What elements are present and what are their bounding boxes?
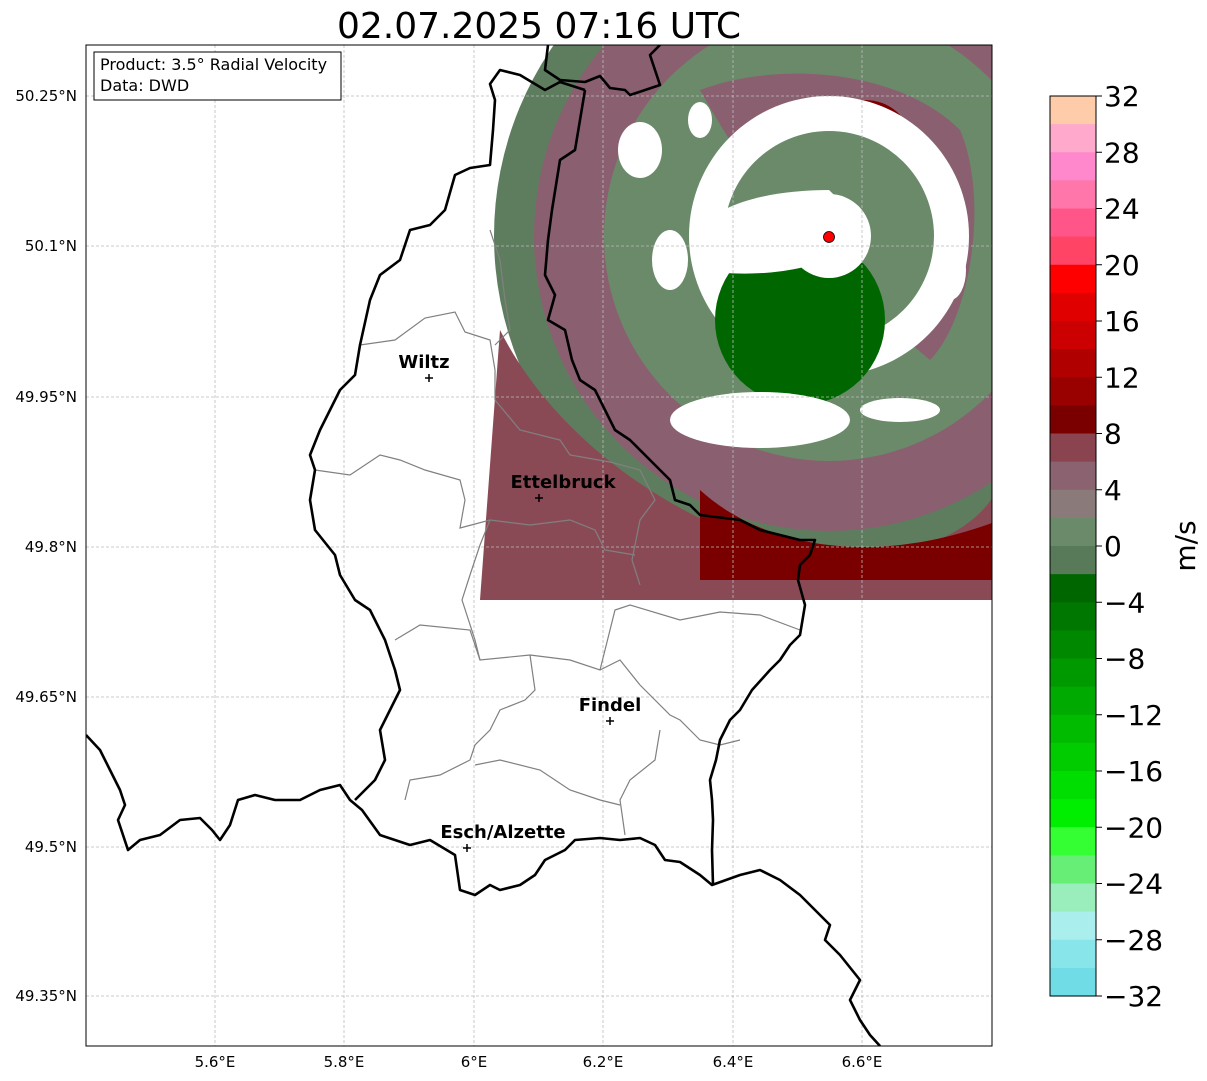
city-label-wiltz: Wiltz <box>398 352 449 373</box>
colorbar-band <box>1050 771 1096 800</box>
colorbar-tick-label: −28 <box>1104 924 1163 957</box>
city-esch-alzette: Esch/Alzette <box>440 822 566 852</box>
colorbar-band <box>1050 911 1096 941</box>
colorbar-tick-label: 32 <box>1104 80 1140 113</box>
colorbar-band <box>1050 574 1096 603</box>
colorbar-tick-label: 4 <box>1104 474 1122 507</box>
lat-tick: 49.65°N <box>15 688 77 706</box>
colorbar-band <box>1050 236 1096 266</box>
colorbar-band <box>1050 714 1096 744</box>
colorbar-tick-label: −32 <box>1104 980 1163 1013</box>
colorbar-band <box>1050 349 1096 378</box>
map-title: 02.07.2025 07:16 UTC <box>337 6 741 47</box>
colorbar-band <box>1050 742 1096 772</box>
city-label-findel: Findel <box>579 695 642 716</box>
lat-tick: 49.5°N <box>25 838 77 856</box>
colorbar-tick-label: −20 <box>1104 811 1163 844</box>
lon-tick: 6.2°E <box>583 1053 624 1071</box>
colorbar-tick-label: 8 <box>1104 418 1122 451</box>
lon-tick: 6.6°E <box>842 1053 883 1071</box>
colorbar-band <box>1050 883 1096 913</box>
lat-tick-labels: 50.25°N 50.1°N 49.95°N 49.8°N 49.65°N 49… <box>15 87 77 1005</box>
colorbar-tick-label: −16 <box>1104 755 1163 788</box>
lon-tick: 5.8°E <box>324 1053 365 1071</box>
colorbar-band <box>1050 292 1096 322</box>
info-box: Product: 3.5° Radial Velocity Data: DWD <box>93 51 342 101</box>
colorbar-tick-label: −12 <box>1104 699 1163 732</box>
colorbar-band <box>1050 208 1096 238</box>
colorbar-tick-label: −24 <box>1104 868 1163 901</box>
colorbar-band <box>1050 405 1096 435</box>
colorbar-tick-label: −4 <box>1104 586 1145 619</box>
colorbar-band <box>1050 180 1096 210</box>
national-borders <box>86 45 881 1046</box>
colorbar-band <box>1050 967 1096 997</box>
lat-tick: 50.25°N <box>15 87 77 105</box>
colorbar-band <box>1050 433 1096 463</box>
map-frame <box>85 44 993 1047</box>
colorbar-band <box>1050 602 1096 631</box>
colorbar-band <box>1050 489 1096 519</box>
colorbar-tick-label: 16 <box>1104 305 1140 338</box>
lon-tick-labels: 5.6°E 5.8°E 6°E 6.2°E 6.4°E 6.6°E <box>195 1053 883 1071</box>
colorbar-bands <box>1050 96 1096 997</box>
colorbar-band <box>1050 152 1096 181</box>
lat-tick: 49.35°N <box>15 987 77 1005</box>
colorbar-tick-label: 24 <box>1104 193 1140 226</box>
info-source: Data: DWD <box>100 76 189 95</box>
colorbar: 32 28 24 20 16 12 8 4 0 −4 −8 −12 −16 −20 −24 −28 −32 m/… <box>1049 80 1202 1013</box>
colorbar-band <box>1050 264 1096 294</box>
colorbar-band <box>1050 658 1096 688</box>
colorbar-tick-label: 12 <box>1104 361 1140 394</box>
colorbar-unit-label: m/s <box>1169 520 1202 571</box>
city-ettelbruck: Ettelbruck <box>510 472 617 502</box>
city-label-esch-alzette: Esch/Alzette <box>440 822 565 843</box>
colorbar-band <box>1050 96 1096 125</box>
info-product: Product: 3.5° Radial Velocity <box>100 55 327 74</box>
colorbar-band <box>1050 939 1096 969</box>
radar-site-marker <box>823 231 835 243</box>
lat-tick: 49.95°N <box>15 388 77 406</box>
colorbar-tick-label: 0 <box>1104 530 1122 563</box>
colorbar-band <box>1050 321 1096 350</box>
colorbar-band <box>1050 686 1096 716</box>
colorbar-band <box>1050 827 1096 856</box>
colorbar-tick-label: 20 <box>1104 249 1140 282</box>
city-findel: Findel <box>579 695 642 725</box>
city-label-ettelbruck: Ettelbruck <box>510 472 616 493</box>
lon-tick: 6.4°E <box>713 1053 754 1071</box>
colorbar-band <box>1050 630 1096 660</box>
lat-tick: 49.8°N <box>25 538 77 556</box>
colorbar-band <box>1050 461 1096 491</box>
colorbar-tick-label: 28 <box>1104 136 1140 169</box>
lat-tick: 50.1°N <box>25 237 77 255</box>
colorbar-band <box>1050 517 1096 547</box>
colorbar-band <box>1050 124 1096 153</box>
canton-boundaries <box>314 229 801 836</box>
colorbar-band <box>1050 855 1096 885</box>
colorbar-band <box>1050 546 1096 575</box>
colorbar-ticks: 32 28 24 20 16 12 8 4 0 −4 −8 −12 −16 −20 −24 −28 −32 <box>1096 80 1163 1013</box>
city-wiltz: Wiltz <box>398 352 450 382</box>
map-axes: Wiltz Ettelbruck Findel Esch/Alzette <box>86 45 992 1046</box>
colorbar-band <box>1050 799 1096 828</box>
lon-tick: 5.6°E <box>195 1053 236 1071</box>
colorbar-tick-label: −8 <box>1104 643 1145 676</box>
colorbar-band <box>1050 377 1096 406</box>
lon-tick: 6°E <box>461 1053 488 1071</box>
